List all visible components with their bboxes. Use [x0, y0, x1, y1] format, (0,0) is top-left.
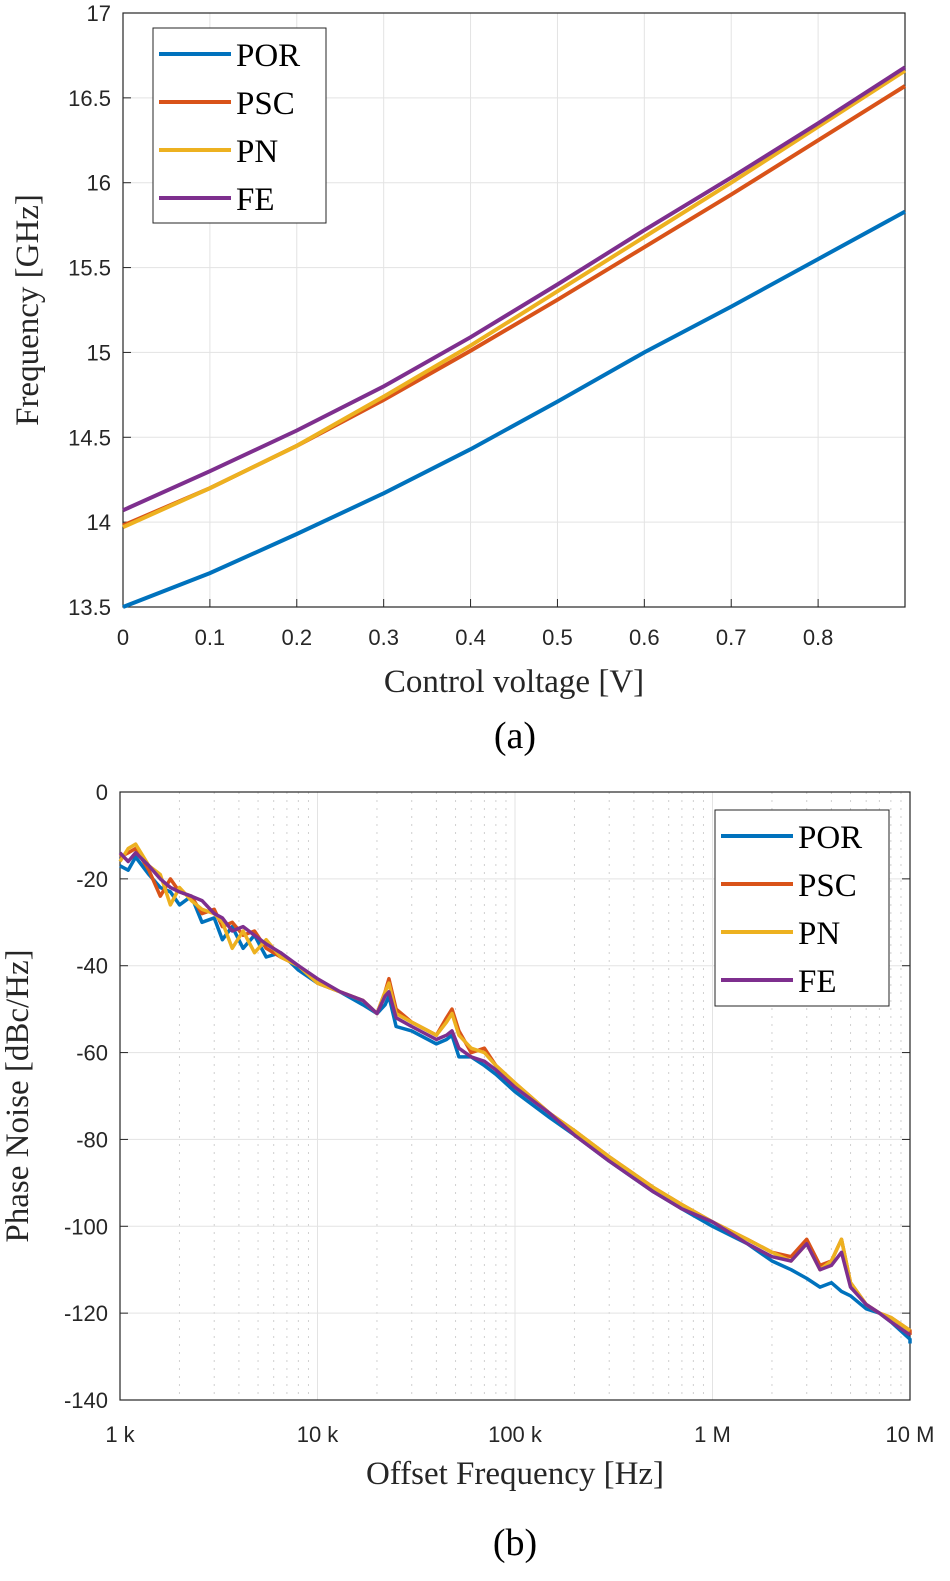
a-axes-box — [122, 12, 906, 608]
a-xtick-label: 0.2 — [281, 625, 312, 650]
b-x-axis-label: Offset Frequency [Hz] — [366, 1456, 664, 1492]
b-xtick-label: 100 k — [488, 1422, 543, 1447]
a-series-line-por — [122, 209, 906, 609]
b-legend-label-pn: PN — [798, 916, 840, 952]
a-xtick-label: 0.6 — [629, 625, 660, 650]
a-ytick-label: 13.5 — [68, 595, 111, 620]
b-legend-label-fe: FE — [798, 964, 837, 1000]
b-series-line-fe — [118, 851, 911, 1337]
a-legend-box — [152, 27, 327, 224]
b-xtick-label: 10 k — [297, 1422, 340, 1447]
a-xtick-label: 0.1 — [195, 625, 226, 650]
a-caption: (a) — [494, 715, 536, 757]
b-axes-box — [119, 791, 911, 1401]
a-xtick-label: 0.4 — [455, 625, 486, 650]
b-legend-label-psc: PSC — [798, 868, 857, 904]
b-ytick-label: -60 — [76, 1041, 108, 1066]
a-ytick-label: 16.5 — [68, 86, 111, 111]
a-ytick-label: 15 — [87, 340, 111, 365]
b-xtick-label: 1 k — [105, 1422, 135, 1447]
a-xtick-label: 0.7 — [716, 625, 747, 650]
b-ytick-label: 0 — [96, 780, 108, 805]
a-ytick-label: 15.5 — [68, 256, 111, 281]
a-xtick-label: 0.8 — [803, 625, 834, 650]
a-series-line-pn — [122, 69, 907, 530]
a-xtick-label: 0 — [117, 625, 129, 650]
b-legend-box — [714, 809, 890, 1007]
b-xtick-label: 1 M — [694, 1422, 731, 1447]
b-ytick-label: -100 — [64, 1214, 108, 1239]
a-legend-label-psc: PSC — [236, 86, 295, 122]
a-xtick-label: 0.5 — [542, 625, 573, 650]
a-y-axis-label: Frequency [GHz] — [10, 194, 46, 426]
a-ytick-label: 17 — [87, 1, 111, 26]
b-caption: (b) — [493, 1522, 537, 1564]
b-legend-label-por: POR — [798, 820, 862, 856]
a-legend-label-fe: FE — [236, 182, 275, 218]
a-legend-label-por: POR — [236, 38, 300, 74]
a-series-line-fe — [122, 65, 907, 513]
b-series-line-por — [119, 855, 912, 1344]
a-legend-label-pn: PN — [236, 134, 278, 170]
a-ytick-label: 14 — [87, 510, 111, 535]
b-ytick-label: -20 — [76, 867, 108, 892]
a-ytick-label: 16 — [87, 171, 111, 196]
b-ytick-label: -120 — [64, 1301, 108, 1326]
chart-b: 1 k 10 k 100 k 1 M 10 M -140 -120 -100 -80 -60 -40… — [0, 780, 934, 1564]
b-ytick-label: -40 — [76, 954, 108, 979]
chart-a: 0 0.1 0.2 0.3 0.4 0.5 0.6 0.7 0.8 13.5 14 14.5 15 15.… — [10, 1, 907, 757]
b-ytick-label: -80 — [76, 1127, 108, 1152]
a-xtick-label: 0.3 — [368, 625, 399, 650]
b-xtick-label: 10 M — [886, 1422, 935, 1447]
a-ytick-label: 14.5 — [68, 425, 111, 450]
b-ytick-label: -140 — [64, 1388, 108, 1413]
a-x-axis-label: Control voltage [V] — [384, 664, 644, 700]
b-y-axis-label: Phase Noise [dBc/Hz] — [0, 949, 36, 1242]
